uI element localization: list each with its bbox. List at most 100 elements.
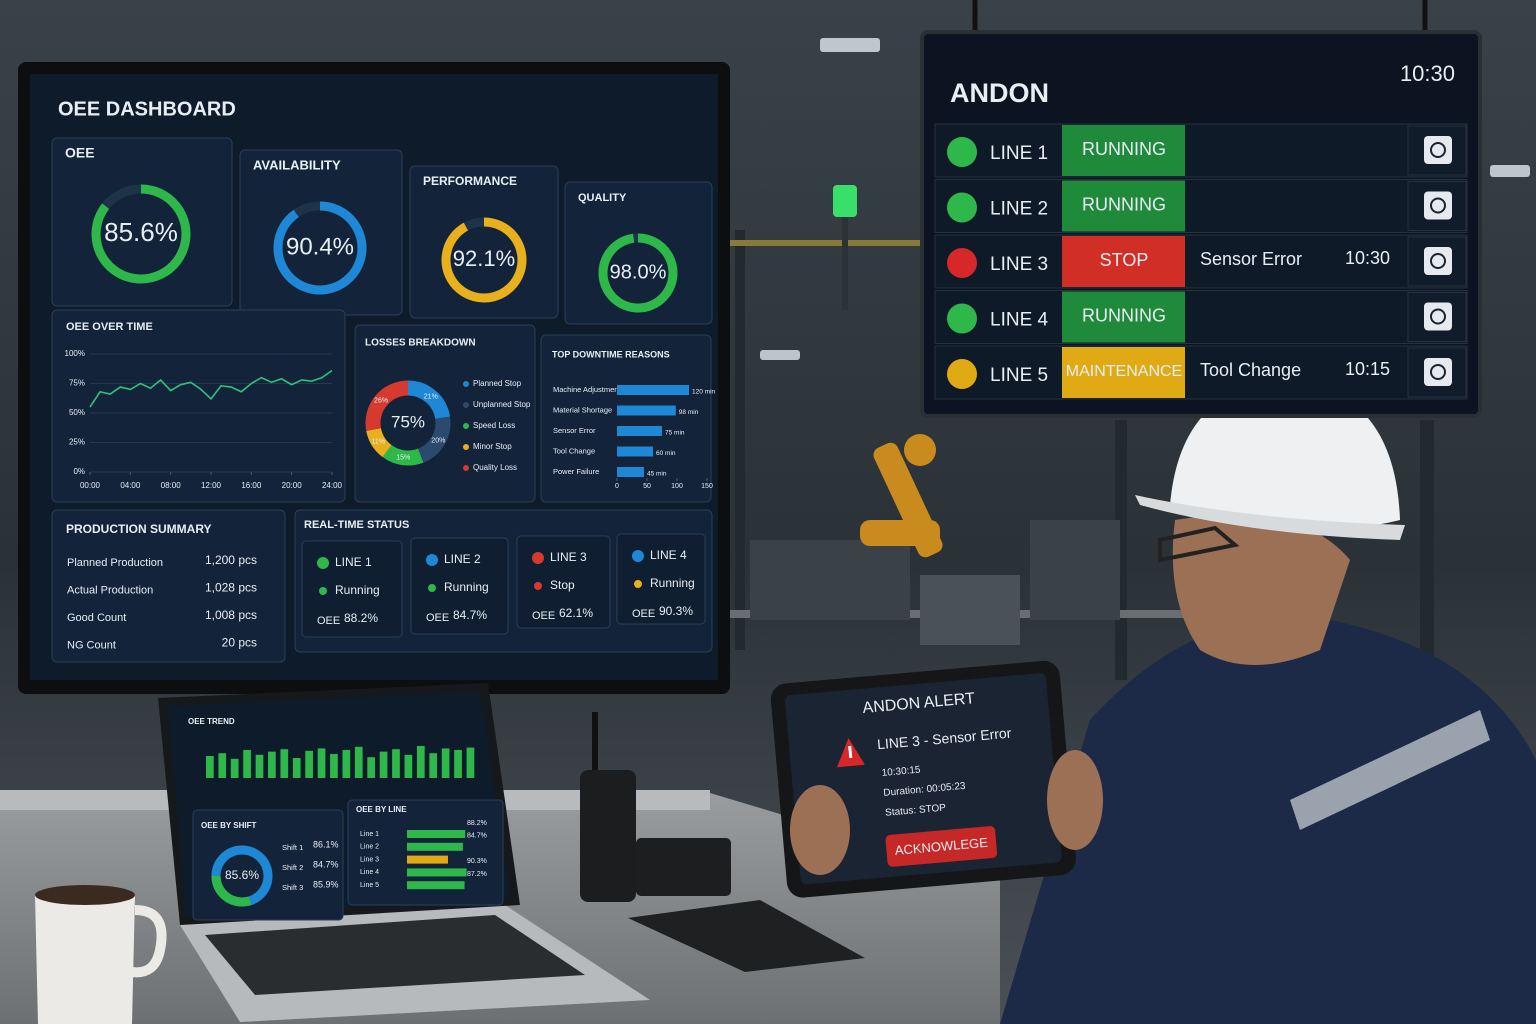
kpi-label: QUALITY <box>578 192 627 204</box>
action-icon-glyph <box>1430 142 1446 158</box>
shift-value: 85.9% <box>313 879 339 889</box>
trend-bar <box>305 750 313 778</box>
x-tick-label: 04:00 <box>120 481 141 490</box>
line-name: LINE 2 <box>444 552 481 566</box>
trend-bar <box>466 747 475 778</box>
category-label: Material Shortage <box>553 405 612 414</box>
action-icon-glyph <box>1430 364 1446 380</box>
ceiling-light <box>760 350 800 360</box>
category-label: Line 2 <box>360 844 379 851</box>
trend-bar <box>218 753 227 778</box>
value-label: 90.3% <box>467 858 487 865</box>
radio-body <box>580 770 636 902</box>
state-dot <box>634 580 642 588</box>
value-label: 75 min <box>665 430 685 437</box>
dashboard-title: OEE DASHBOARD <box>58 98 236 120</box>
radio <box>580 712 636 902</box>
line-name: LINE 1 <box>335 555 372 569</box>
hand <box>790 785 850 875</box>
trend-bar <box>292 758 301 778</box>
worker-head <box>1172 515 1350 665</box>
andon-light <box>947 248 977 278</box>
oee-line <box>89 369 333 408</box>
donut-segment <box>382 444 424 466</box>
y-tick-label: 0% <box>73 467 85 476</box>
main-monitor: OEE DASHBOARD OEE 85.6% AVAILABILITY 90.4% PE… <box>18 62 730 694</box>
oee-value: 90.3% <box>659 604 693 618</box>
oee-label: OEE <box>632 608 655 620</box>
action-icon <box>1424 358 1452 386</box>
segment-label: 20% <box>431 437 445 444</box>
status-box <box>1062 180 1185 232</box>
worker-body <box>1000 617 1536 1024</box>
andon-status: RUNNING <box>1082 139 1166 159</box>
andon-status: STOP <box>1100 250 1149 270</box>
hard-hat-brim <box>1135 495 1405 540</box>
ceiling-light <box>1490 165 1530 177</box>
trend-bar <box>317 748 326 778</box>
segment-label: 15% <box>396 455 410 462</box>
segment-label: 21% <box>424 393 438 400</box>
machine <box>1030 520 1120 620</box>
andon-line: LINE 1 <box>990 143 1048 164</box>
andon-time: 10:30 <box>1345 248 1390 268</box>
hand <box>1047 750 1103 850</box>
machine <box>750 540 910 620</box>
legend-swatch <box>463 402 469 408</box>
acknowledge-button[interactable] <box>885 826 998 867</box>
action-icon <box>1424 136 1452 164</box>
signal-light <box>833 185 857 217</box>
board-time: 10:30 <box>1400 61 1455 86</box>
kpi-label: PERFORMANCE <box>423 174 517 188</box>
state-dot <box>534 582 542 590</box>
status-box <box>1062 125 1185 176</box>
legend-label: Minor Stop <box>473 442 512 451</box>
value-label: 84.7% <box>467 833 487 840</box>
status-dot <box>317 557 329 569</box>
legend-swatch <box>463 423 469 429</box>
status-dot <box>532 552 544 564</box>
y-tick-label: 50% <box>69 408 85 417</box>
category-label: Power Failure <box>553 467 599 476</box>
summary-value: 1,028 pcs <box>205 581 257 595</box>
value-label: 88.2% <box>467 820 487 827</box>
gauge-arc <box>91 184 191 284</box>
donut-segment <box>366 427 392 458</box>
kpi-value: 85.6% <box>104 217 178 247</box>
andon-time: 10:15 <box>1345 359 1390 379</box>
trend-bar <box>354 746 363 778</box>
charger <box>636 838 731 896</box>
kpi-label: AVAILABILITY <box>253 157 341 172</box>
y-tick-label: 100% <box>65 349 85 358</box>
column <box>735 230 745 650</box>
trend-bar <box>379 751 388 778</box>
state-dot <box>428 584 436 592</box>
panel <box>347 799 504 906</box>
status-dot <box>632 550 644 562</box>
value-label: 60 min <box>656 450 676 457</box>
andon-light <box>947 192 977 223</box>
state-dot <box>319 587 327 595</box>
oee-value: 62.1% <box>559 606 593 620</box>
value-label: 120 min <box>692 389 716 396</box>
x-tick-label: 12:00 <box>201 481 222 490</box>
mug-body <box>35 895 135 1024</box>
andon-light <box>947 137 977 167</box>
line-bar <box>407 855 448 864</box>
donut-segment <box>365 380 409 431</box>
bar <box>617 405 676 416</box>
trend-bar <box>454 750 462 778</box>
andon-row <box>934 179 1468 233</box>
legend-swatch <box>463 444 469 450</box>
alert-icon-mark <box>848 745 853 759</box>
category-label: Line 3 <box>360 856 379 863</box>
legend-label: Planned Stop <box>473 379 522 388</box>
donut-center: 85.6% <box>225 868 259 882</box>
category-label: Line 1 <box>360 831 379 838</box>
trend-bar <box>367 757 376 778</box>
shift-label: Shift 3 <box>282 883 303 892</box>
bar <box>617 385 689 395</box>
shift-value: 84.7% <box>313 859 339 869</box>
